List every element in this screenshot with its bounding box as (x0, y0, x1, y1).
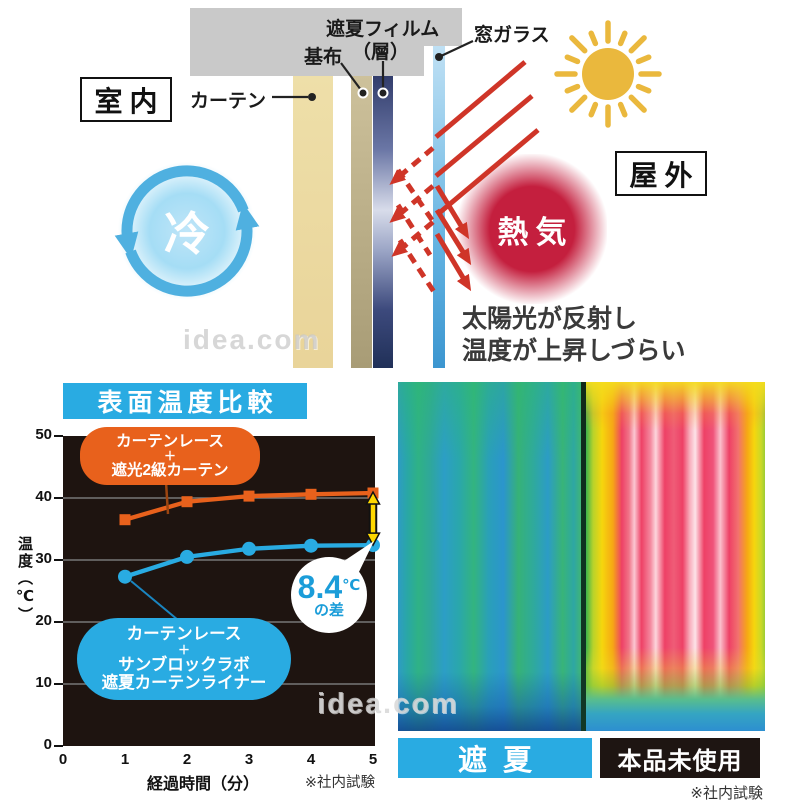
ytick-label: 10 (35, 674, 52, 691)
callout-line: カーテンレース (126, 625, 242, 644)
callout-line: ＋ (177, 642, 190, 657)
indoor-label: 室内 (94, 85, 165, 117)
caption-line1: 太陽光が反射し (462, 305, 638, 333)
surface-temperature-chart: 表面温度比較 温度（℃） カーテンレース ＋ 遮光2級カーテン カーテンレース … (0, 378, 400, 800)
ytick-label: 30 (35, 550, 52, 567)
thermal-comparison: 遮夏 本品未使用 ※社内試験 (398, 378, 765, 800)
y-axis-title: 温度（℃） (16, 536, 33, 624)
cool-label: 冷 (164, 208, 210, 260)
chart-note: ※社内試験 (304, 775, 375, 791)
chart-title: 表面温度比較 (63, 383, 307, 419)
temperature-difference-bubble: 8.4℃ の差 (291, 557, 367, 633)
ytick-label: 50 (35, 426, 52, 443)
thermal-note: ※社内試験 (690, 785, 763, 800)
base-fabric-layer (351, 76, 372, 368)
xtick-label: 5 (368, 751, 378, 768)
sunlight-rays (389, 60, 540, 294)
film-pointer-dot (377, 87, 389, 99)
base-fabric-label: 基布 (304, 47, 343, 68)
film-label-line1: 遮夏フィルム (326, 19, 440, 40)
curtain-pointer-dot (308, 93, 316, 101)
legend-callout-blackout-curtain: カーテンレース ＋ 遮光2級カーテン (80, 427, 260, 485)
thermal-image (398, 382, 765, 731)
xtick-label: 3 (244, 751, 254, 768)
ymark-label (54, 621, 63, 624)
leader-lines (272, 40, 474, 99)
cool-air-glow: 冷 (117, 161, 257, 301)
ytick-label: 40 (35, 488, 52, 505)
base-fabric-pointer-dot (357, 87, 369, 99)
caption-line2: 温度が上昇しづらい (462, 337, 686, 365)
ymark-label (54, 683, 63, 686)
diff-suffix: の差 (313, 601, 344, 619)
circulation-arrows-icon (114, 165, 260, 297)
heat-block-film-layer (373, 76, 393, 368)
callout-line: ＋ (163, 449, 176, 463)
ytick-label: 20 (35, 612, 52, 629)
diff-value: 8.4 (297, 568, 343, 605)
reflection-caption: 太陽光が反射し 温度が上昇しづらい (462, 303, 686, 367)
outdoor-box: 屋外 (615, 151, 707, 196)
ytick-label: 0 (43, 736, 52, 753)
ymark-label (54, 559, 63, 562)
callout-line: 遮夏カーテンライナー (101, 674, 267, 693)
xtick-label: 1 (120, 751, 130, 768)
window-glass-layer (433, 46, 445, 368)
heat-label: 熱気 (497, 214, 574, 250)
x-axis-title: 経過時間（分） (146, 776, 259, 793)
window-frame-top (190, 8, 462, 46)
window-frame-lower (190, 45, 424, 76)
no-product-label: 本品未使用 (617, 747, 743, 775)
callout-line: サンブロックラボ (118, 655, 250, 674)
xtick-label: 4 (306, 751, 316, 768)
glass-pointer-dot (435, 53, 443, 61)
ymark-label (54, 435, 63, 438)
callout-line: カーテンレース (116, 433, 224, 450)
heat-block-label-bar: 遮夏 (398, 738, 592, 778)
curtain-label: カーテン (190, 91, 267, 112)
callout-line: 遮光2級カーテン (111, 462, 229, 479)
diff-unit: ℃ (342, 576, 361, 594)
indoor-box: 室内 (80, 77, 172, 122)
thermal-hot-side (586, 382, 765, 731)
glass-label: 窓ガラス (474, 25, 550, 46)
legend-callout-heat-block-liner: カーテンレース ＋ サンブロックラボ 遮夏カーテンライナー (77, 618, 291, 700)
heat-block-label: 遮夏 (457, 745, 548, 777)
outdoor-label: 屋外 (629, 159, 700, 191)
ymark-label (54, 745, 63, 748)
xtick-label: 0 (58, 751, 68, 768)
no-product-label-bar: 本品未使用 (600, 738, 760, 778)
film-label-line2: （層） (352, 42, 410, 63)
thermal-cool-side (398, 382, 583, 731)
heat-block-diagram: 冷 熱気 (0, 0, 800, 378)
ymark-label (54, 497, 63, 500)
watermark: idea.com (183, 324, 321, 355)
sun-icon (554, 20, 662, 128)
xtick-label: 2 (182, 751, 192, 768)
diagram-graphics (114, 20, 662, 297)
watermark: idea.com (317, 688, 459, 720)
curtain-layer (293, 76, 333, 368)
thermal-divider (581, 382, 586, 731)
